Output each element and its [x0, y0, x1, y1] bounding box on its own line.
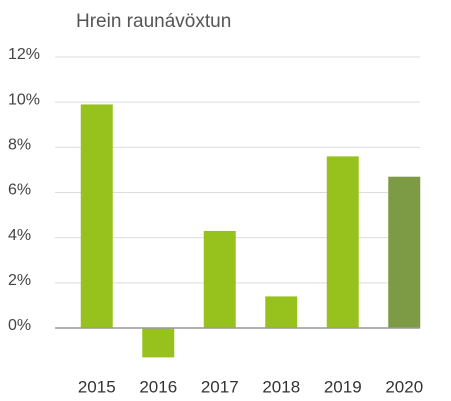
x-tick-label: 2018	[262, 377, 300, 396]
x-tick-label: 2015	[78, 377, 116, 396]
bar	[203, 230, 236, 329]
y-tick-label: 2%	[8, 272, 31, 289]
x-tick-label: 2016	[139, 377, 177, 396]
chart-title: Hrein raunávöxtun	[76, 11, 231, 32]
bar	[265, 296, 298, 329]
bar	[326, 156, 359, 329]
y-tick-label: 6%	[8, 182, 31, 199]
bar	[142, 328, 175, 358]
y-tick-label: 8%	[8, 137, 31, 154]
bar	[80, 104, 113, 329]
x-tick-label: 2017	[201, 377, 239, 396]
y-tick-label: 12%	[8, 46, 40, 63]
x-tick-label: 2020	[385, 377, 423, 396]
x-tick-label: 2019	[324, 377, 362, 396]
bar	[388, 176, 421, 329]
y-tick-label: 10%	[8, 91, 40, 108]
y-tick-label: 4%	[8, 227, 31, 244]
y-tick-label: 0%	[8, 317, 31, 334]
